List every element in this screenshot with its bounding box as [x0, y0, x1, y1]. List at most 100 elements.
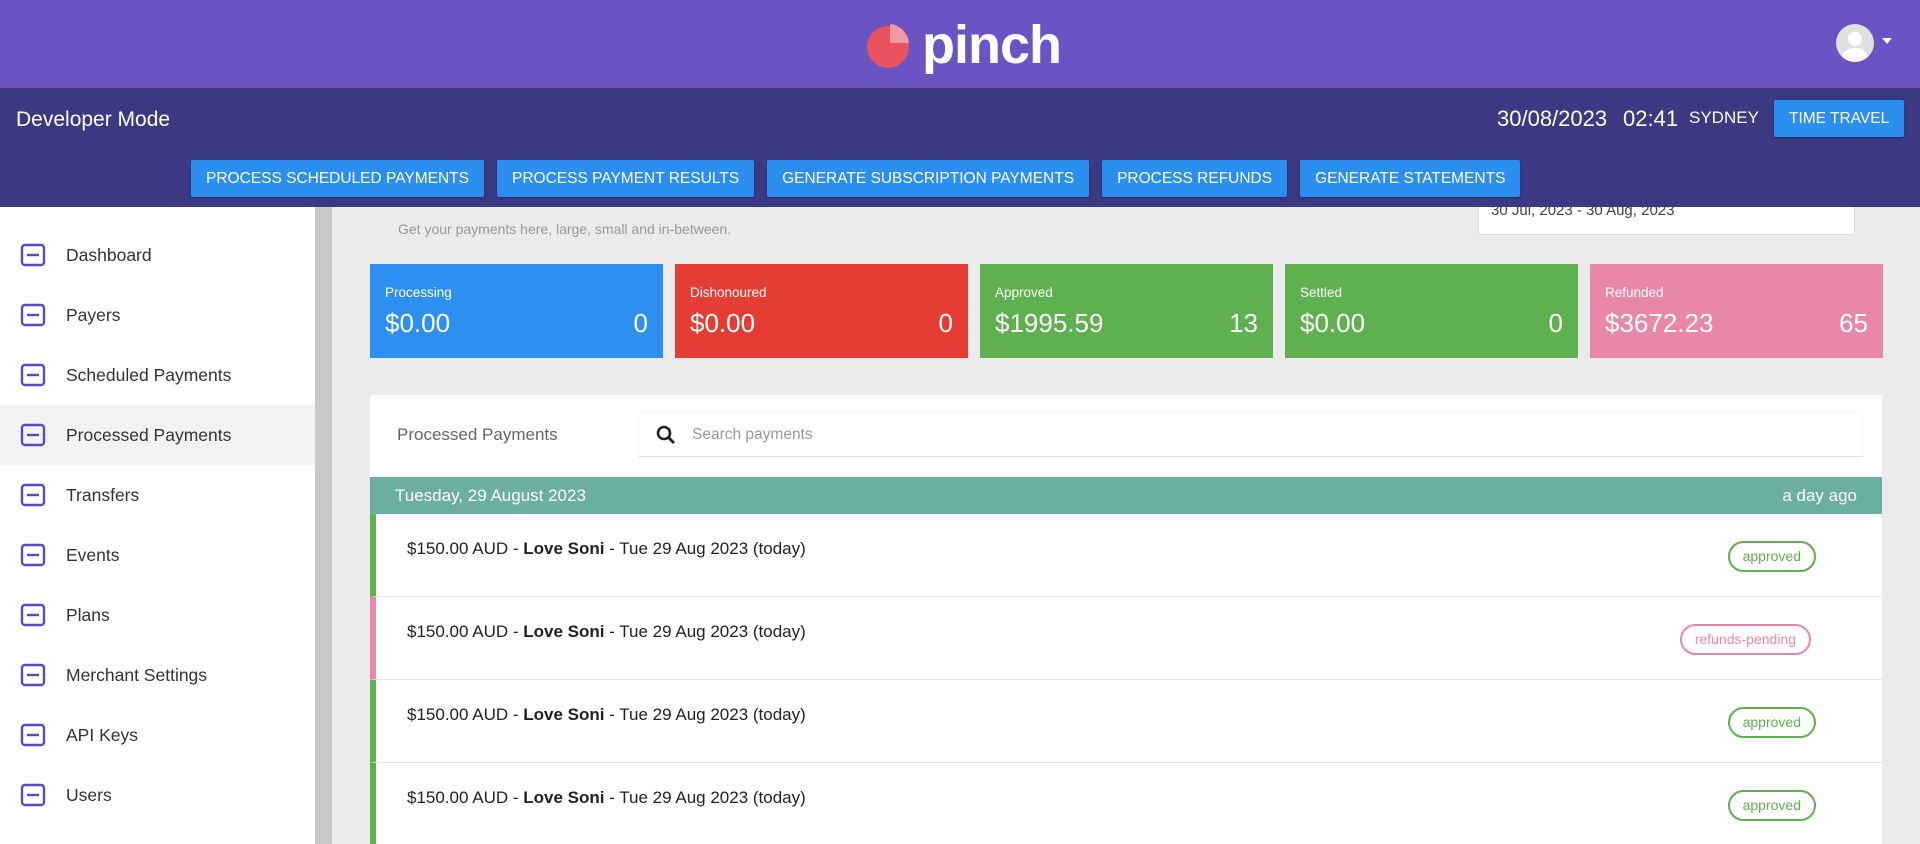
stat-label: Settled — [1300, 285, 1343, 300]
stat-amount: $0.00 — [385, 308, 451, 338]
search-placeholder: Search payments — [692, 426, 813, 443]
avatar-caret[interactable] — [1882, 38, 1892, 44]
search-box[interactable]: Search payments — [639, 413, 1863, 457]
payer-name: Love Soni — [523, 539, 605, 558]
nav-label: Dashboard — [66, 244, 152, 265]
nav-item[interactable]: API Keys — [0, 705, 315, 765]
nav-item[interactable]: Dashboard — [0, 225, 315, 285]
action-button[interactable]: PROCESS SCHEDULED PAYMENTS — [191, 160, 484, 197]
stat-card[interactable]: Refunded $3672.23 65 — [1590, 264, 1883, 358]
status-badge: approved — [1727, 541, 1816, 572]
nav-icon — [20, 543, 46, 567]
stat-card[interactable]: Dishonoured $0.00 0 — [675, 264, 968, 358]
nav-icon — [20, 423, 46, 447]
stat-count: 0 — [938, 308, 953, 338]
date-group-header: Tuesday, 29 August 2023 a day ago — [370, 477, 1882, 514]
time-travel-button[interactable]: TIME TRAVEL — [1774, 100, 1905, 137]
nav-icon — [20, 363, 46, 387]
payment-text: $150.00 AUD - Love Soni - Tue 29 Aug 202… — [407, 622, 806, 642]
payment-row[interactable]: $150.00 AUD - Love Soni - Tue 29 Aug 202… — [370, 680, 1882, 763]
status-badge: approved — [1727, 707, 1816, 738]
nav-icon — [20, 483, 46, 507]
nav-icon — [20, 663, 46, 687]
nav-label: Payers — [66, 304, 121, 325]
nav-icon — [20, 303, 46, 327]
nav-item[interactable]: Events — [0, 525, 315, 585]
scrollbar[interactable] — [315, 207, 332, 844]
nav-label: API Keys — [66, 724, 138, 745]
payment-row[interactable]: $150.00 AUD - Love Soni - Tue 29 Aug 202… — [370, 597, 1882, 680]
stat-count: 13 — [1229, 308, 1258, 338]
avatar[interactable] — [1836, 24, 1874, 62]
date-range[interactable]: 30 Jul, 2023 - 30 Aug, 2023 — [1478, 207, 1855, 235]
main-content: Get your payments here, large, small and… — [332, 207, 1920, 844]
nav-item[interactable]: Scheduled Payments — [0, 345, 315, 405]
nav-item[interactable]: Processed Payments — [0, 405, 315, 465]
payment-row[interactable]: $150.00 AUD - Love Soni - Tue 29 Aug 202… — [370, 763, 1882, 844]
nav-label: Events — [66, 544, 120, 565]
stat-card[interactable]: Settled $0.00 0 — [1285, 264, 1578, 358]
status-badge: approved — [1727, 790, 1816, 821]
current-date: 30/08/2023 — [1497, 106, 1608, 131]
nav-item[interactable]: Transfers — [0, 465, 315, 525]
stat-count: 0 — [633, 308, 648, 338]
stat-amount: $0.00 — [690, 308, 756, 338]
nav-icon — [20, 783, 46, 807]
panel-title: Processed Payments — [397, 425, 558, 444]
stat-card[interactable]: Processing $0.00 0 — [370, 264, 663, 358]
action-buttons: PROCESS SCHEDULED PAYMENTS PROCESS PAYMEN… — [191, 160, 1521, 197]
group-date: Tuesday, 29 August 2023 — [395, 486, 586, 505]
stat-card[interactable]: Approved $1995.59 13 — [980, 264, 1273, 358]
payer-name: Love Soni — [523, 788, 605, 807]
stat-label: Refunded — [1605, 285, 1664, 300]
page-subtitle: Get your payments here, large, small and… — [398, 221, 732, 237]
nav-item[interactable]: Plans — [0, 585, 315, 645]
payment-amount: $150.00 AUD - — [407, 622, 519, 641]
payment-text: $150.00 AUD - Love Soni - Tue 29 Aug 202… — [407, 539, 806, 559]
group-relative: a day ago — [1782, 486, 1857, 505]
status-badge: refunds-pending — [1679, 624, 1811, 655]
payer-name: Love Soni — [523, 705, 605, 724]
stat-count: 65 — [1839, 308, 1868, 338]
search-icon — [656, 425, 676, 445]
current-time: 02:41 — [1623, 106, 1679, 131]
action-button[interactable]: PROCESS PAYMENT RESULTS — [496, 160, 755, 197]
nav-item[interactable]: Merchant Settings — [0, 645, 315, 705]
nav-label: Users — [66, 784, 112, 805]
nav-item[interactable]: Users — [0, 765, 315, 825]
nav-item[interactable]: Payers — [0, 285, 315, 345]
nav-label: Merchant Settings — [66, 664, 208, 685]
action-button[interactable]: PROCESS REFUNDS — [1102, 160, 1288, 197]
nav-icon — [20, 243, 46, 267]
stat-amount: $0.00 — [1300, 308, 1366, 338]
payment-date: - Tue 29 Aug 2023 (today) — [609, 788, 806, 807]
stat-label: Approved — [995, 285, 1053, 300]
payment-date: - Tue 29 Aug 2023 (today) — [609, 622, 806, 641]
payment-date: - Tue 29 Aug 2023 (today) — [609, 705, 806, 724]
nav-label: Processed Payments — [66, 424, 232, 445]
top-bar: pinch — [0, 0, 1920, 88]
sidebar: Dashboard Payers Scheduled Payments Process… — [0, 207, 315, 844]
stat-amount: $3672.23 — [1605, 308, 1714, 338]
nav-label: Plans — [66, 604, 110, 625]
payment-text: $150.00 AUD - Love Soni - Tue 29 Aug 202… — [407, 788, 806, 808]
action-button[interactable]: GENERATE STATEMENTS — [1300, 160, 1521, 197]
stat-label: Dishonoured — [690, 285, 767, 300]
nav-icon — [20, 603, 46, 627]
stat-count: 0 — [1548, 308, 1563, 338]
payment-row[interactable]: $150.00 AUD - Love Soni - Tue 29 Aug 202… — [370, 514, 1882, 597]
action-button[interactable]: GENERATE SUBSCRIPTION PAYMENTS — [767, 160, 1090, 197]
payment-amount: $150.00 AUD - — [407, 705, 519, 724]
nav-icon — [20, 723, 46, 747]
nav-label: Transfers — [66, 484, 140, 505]
payment-amount: $150.00 AUD - — [407, 788, 519, 807]
logo[interactable]: pinch — [864, 14, 1062, 76]
payment-text: $150.00 AUD - Love Soni - Tue 29 Aug 202… — [407, 705, 806, 725]
nav-label: Scheduled Payments — [66, 364, 232, 385]
payment-amount: $150.00 AUD - — [407, 539, 519, 558]
logo-icon — [867, 24, 909, 68]
stat-amount: $1995.59 — [995, 308, 1104, 338]
developer-mode: Developer Mode — [16, 108, 171, 131]
payer-name: Love Soni — [523, 622, 605, 641]
